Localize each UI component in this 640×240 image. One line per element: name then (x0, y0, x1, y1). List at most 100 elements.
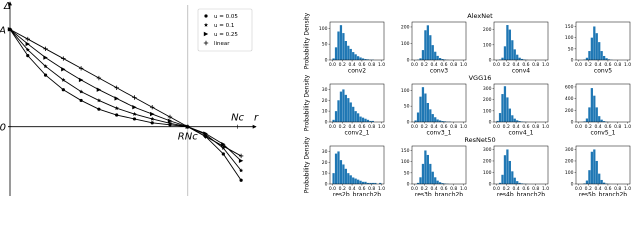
y-tick-label: 100 (483, 42, 492, 48)
x-tick-label: 0.6 (358, 186, 365, 192)
bar (605, 58, 608, 60)
marker (150, 121, 154, 125)
x-tick-label: RNc (178, 132, 198, 143)
y-tick-label: 100 (401, 159, 410, 165)
y-tick-label: 600 (565, 84, 574, 90)
x-tick-label: 0.8 (368, 62, 375, 68)
marker (238, 153, 244, 159)
y-tick-label: 50 (404, 104, 410, 110)
x-tick-label: 1.0 (624, 62, 631, 68)
bar (426, 25, 429, 60)
marker (238, 158, 244, 163)
bar (419, 177, 422, 184)
y-tick-label: 0 (489, 120, 492, 126)
bar (513, 177, 516, 184)
marker (132, 105, 137, 110)
row-title: VGG16 (469, 74, 492, 82)
x-tick-label: 0.4 (349, 62, 356, 68)
bar (426, 103, 429, 122)
series-line (9, 28, 242, 157)
bar (436, 119, 439, 122)
bar (501, 174, 504, 184)
bar (429, 35, 432, 60)
marker (239, 178, 243, 182)
row-title: ResNet50 (464, 136, 495, 144)
bar (337, 151, 340, 184)
panel-label: conv3 (430, 68, 448, 75)
bar (436, 180, 439, 184)
x-tick-label: 0.6 (522, 186, 529, 192)
x-tick-label: 0.2 (339, 124, 346, 130)
y-tick-label: 0 (0, 123, 6, 134)
marker (114, 96, 119, 101)
x-tick-label: 0.2 (585, 62, 592, 68)
marker (132, 111, 137, 116)
legend-frame (197, 8, 253, 52)
x-tick-label: 0.6 (604, 186, 611, 192)
bar (369, 120, 372, 122)
marker (61, 77, 66, 82)
y-tick-label: 200 (483, 97, 492, 103)
x-tick-label: 1.0 (460, 62, 467, 68)
panel-frame (411, 21, 467, 61)
marker (78, 77, 84, 83)
bar (598, 173, 601, 184)
x-tick-label: 0.8 (614, 62, 621, 68)
marker (61, 67, 66, 72)
x-tick-label: 0.2 (503, 186, 510, 192)
panel-label: conv2 (348, 68, 366, 75)
marker (221, 143, 226, 149)
y-tick-label: 20 (322, 98, 328, 104)
bar (426, 154, 429, 184)
bar (359, 57, 362, 60)
bar (501, 57, 504, 60)
bar (369, 182, 372, 184)
bar (583, 183, 586, 184)
panel-frame (411, 145, 467, 185)
marker (115, 113, 119, 117)
y-tick-label: 0 (407, 182, 410, 188)
x-tick-label: 0.2 (421, 62, 428, 68)
marker (61, 88, 65, 92)
bar (508, 160, 511, 184)
bar (590, 88, 593, 122)
bar (354, 178, 357, 184)
bar (595, 33, 598, 60)
marker (114, 85, 119, 90)
bar (511, 40, 514, 60)
panel-frame (411, 83, 467, 123)
x-tick-label: 0.0 (329, 186, 336, 192)
x-tick-label: 0.6 (522, 62, 529, 68)
marker (7, 27, 13, 32)
marker (43, 55, 48, 60)
y-tick-label: 0 (325, 58, 328, 64)
y-axis-label: Probability Density (304, 74, 311, 131)
bar (429, 163, 432, 184)
y-tick-label: 100 (401, 88, 410, 94)
panel-frame (329, 21, 385, 61)
panel-label: res4b_branch2b (497, 192, 545, 197)
bar (431, 114, 434, 122)
legend: u = 0.05 u = 0.1 u = 0.25 linear (197, 8, 253, 52)
legend-label: u = 0.25 (214, 32, 238, 38)
x-tick-label: 0.6 (358, 62, 365, 68)
bar (441, 183, 444, 184)
bar (366, 119, 370, 122)
y-tick-label: 100 (565, 35, 574, 41)
bar (434, 51, 437, 60)
bar (516, 181, 519, 184)
x-tick-label: 1.0 (624, 124, 631, 130)
bar (503, 46, 507, 60)
x-tick-label: 0.8 (614, 186, 621, 192)
marker (96, 87, 102, 92)
x-tick-label: 0.0 (411, 62, 418, 68)
x-tick-label: 0.8 (450, 62, 457, 68)
y-axis-label: Δ (3, 1, 11, 12)
bar (342, 164, 345, 184)
x-tick-label: 1.0 (378, 62, 385, 68)
marker (79, 89, 84, 94)
y-axis-label: Probability Density (304, 12, 311, 69)
x-tick-label: 0.4 (431, 62, 438, 68)
x-tick-label: 0.0 (411, 124, 418, 130)
y-tick-label: 10 (322, 109, 328, 115)
